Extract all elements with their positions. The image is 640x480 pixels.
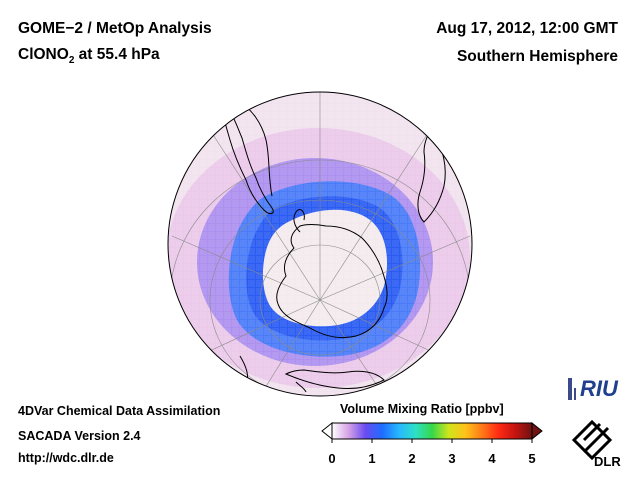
pressure-level: at 55.4 hPa (74, 46, 160, 63)
footer-url[interactable]: http://wdc.dlr.de (18, 451, 114, 465)
colorbar-gradient (331, 422, 533, 440)
australia-coast (284, 369, 385, 389)
globe-rim (167, 91, 473, 397)
dlr-logo: DLR (571, 419, 621, 469)
species-name: ClONO (18, 46, 69, 63)
dlr-emblem-icon (571, 419, 613, 461)
colorbar-tick-marks (331, 439, 533, 443)
globe-map (167, 91, 473, 397)
antarctica-coast (276, 224, 388, 339)
antarctic-peninsula (293, 209, 305, 233)
riu-logo-bar (568, 378, 572, 400)
colorbar-title: Volume Mixing Ratio [ppbv] (340, 402, 504, 416)
riu-logo: RIU (568, 376, 619, 401)
footer-version: SACADA Version 2.4 (18, 429, 141, 443)
dlr-logo-text: DLR (594, 454, 621, 469)
africa-coast (417, 127, 446, 223)
date-time: Aug 17, 2012, 12:00 GMT (436, 20, 618, 37)
colorbar-tick-label: 3 (448, 451, 456, 466)
colorbar-tick-label: 4 (488, 451, 496, 466)
species-subscript: 2 (68, 55, 75, 67)
coastlines (221, 99, 446, 393)
colorbar-tick-label: 1 (368, 451, 376, 466)
tasmania-coast (295, 381, 307, 393)
graticule (169, 92, 471, 396)
colorbar (321, 421, 543, 443)
colorbar-tick-label: 0 (328, 451, 336, 466)
colorbar-low-arrow (321, 421, 333, 441)
footer-method: 4DVar Chemical Data Assimilation (18, 404, 221, 418)
colorbar-high-arrow (531, 421, 543, 441)
colorbar-tick-label: 5 (528, 451, 536, 466)
riu-logo-text: RIU (580, 376, 619, 401)
product-title: GOME−2 / MetOp Analysis (18, 20, 212, 37)
hemisphere-label: Southern Hemisphere (456, 48, 618, 65)
species-label: ClONO2 at 55.4 hPa (18, 46, 160, 66)
colorbar-tick-label: 2 (408, 451, 416, 466)
south-america-coast (221, 103, 274, 215)
